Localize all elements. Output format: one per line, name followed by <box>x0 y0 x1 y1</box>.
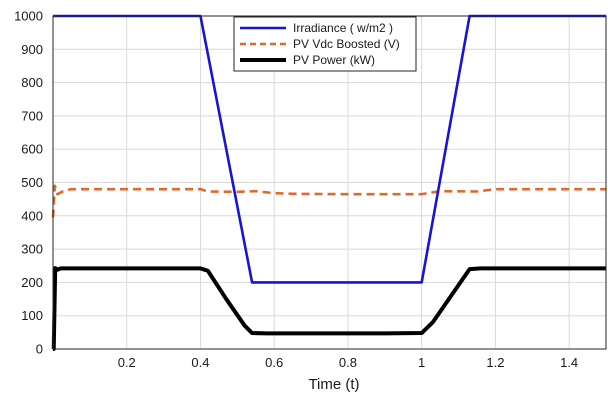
x-tick-label: 0.6 <box>265 355 283 370</box>
y-tick-label: 100 <box>21 308 43 323</box>
legend: Irradiance ( w/m2 ) PV Vdc Boosted (V) PV … <box>233 16 417 72</box>
y-tick-label: 500 <box>21 175 43 190</box>
y-tick-label: 1000 <box>14 9 43 24</box>
y-tick-label: 800 <box>21 75 43 90</box>
x-tick-label: 1.2 <box>486 355 504 370</box>
plot-frame <box>52 15 607 350</box>
x-tick-labels: 0.2 0.4 0.6 0.8 1 1.2 1.4 <box>118 355 578 370</box>
y-tick-label: 900 <box>21 42 43 57</box>
legend-label-0: Irradiance ( w/m2 ) <box>293 21 393 35</box>
y-tick-label: 400 <box>21 208 43 223</box>
x-axis-label: Time (t) <box>308 376 359 393</box>
legend-label-2: PV Power (kW) <box>293 53 375 67</box>
x-tick-label: 1 <box>418 355 425 370</box>
x-tick-label: 0.8 <box>339 355 357 370</box>
y-tick-label: 200 <box>21 275 43 290</box>
y-tick-label: 0 <box>36 342 43 357</box>
y-tick-label: 600 <box>21 142 43 157</box>
legend-label-1: PV Vdc Boosted (V) <box>293 37 400 51</box>
x-tick-label: 0.2 <box>118 355 136 370</box>
y-tick-label: 700 <box>21 108 43 123</box>
y-tick-labels: 0 100 200 300 400 500 600 700 800 900 1000 <box>14 9 43 357</box>
x-tick-label: 0.4 <box>191 355 209 370</box>
y-tick-label: 300 <box>21 242 43 257</box>
series-line-1 <box>51 184 606 218</box>
series-line-2 <box>51 266 606 351</box>
x-tick-label: 1.4 <box>560 355 578 370</box>
